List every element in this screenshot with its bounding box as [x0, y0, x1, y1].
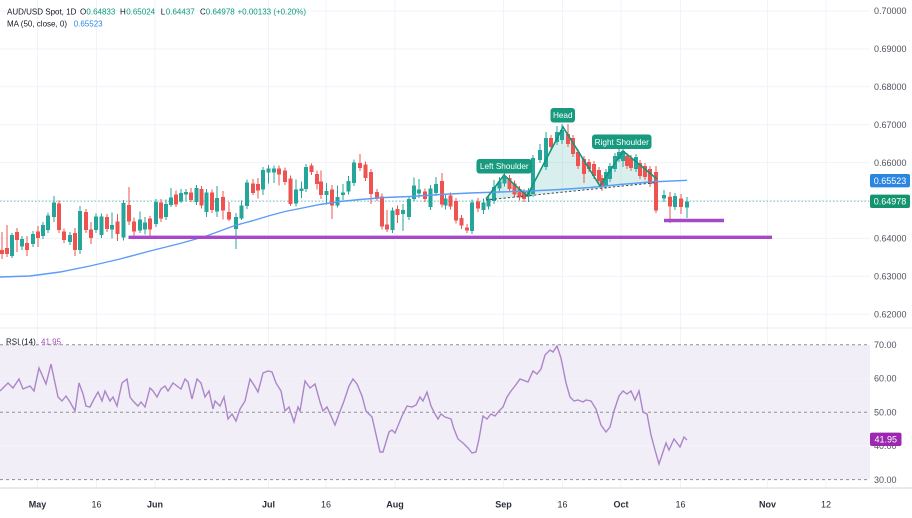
svg-text:30.00: 30.00 [874, 475, 897, 485]
svg-text:L: L [161, 8, 166, 17]
svg-text:0.64978: 0.64978 [206, 8, 235, 17]
svg-text:0.63000: 0.63000 [874, 272, 907, 282]
svg-text:Jun: Jun [147, 500, 163, 510]
svg-text:Sep: Sep [495, 500, 512, 510]
svg-text:C: C [200, 8, 206, 17]
svg-text:AUD/USD Spot, 1D: AUD/USD Spot, 1D [7, 8, 77, 17]
svg-text:+0.00133 (+0.20%): +0.00133 (+0.20%) [238, 8, 307, 17]
svg-text:0.68000: 0.68000 [874, 82, 907, 92]
svg-text:Oct: Oct [613, 500, 628, 510]
svg-text:Left Shoulder: Left Shoulder [480, 162, 529, 171]
svg-text:Nov: Nov [759, 500, 776, 510]
svg-text:70.00: 70.00 [874, 340, 897, 350]
svg-text:0.67000: 0.67000 [874, 120, 907, 130]
svg-text:0.65523: 0.65523 [874, 176, 907, 186]
svg-text:60.00: 60.00 [874, 374, 897, 384]
svg-text:Head: Head [553, 111, 573, 120]
svg-text:16: 16 [557, 500, 567, 510]
svg-text:40.00: 40.00 [874, 441, 897, 451]
svg-text:0.64000: 0.64000 [874, 234, 907, 244]
svg-text:0.65024: 0.65024 [126, 8, 155, 17]
svg-text:0.62000: 0.62000 [874, 309, 907, 319]
svg-text:0.70000: 0.70000 [874, 6, 907, 16]
svg-text:16: 16 [675, 500, 685, 510]
svg-text:0.65523: 0.65523 [74, 19, 103, 28]
svg-text:H: H [120, 8, 126, 17]
svg-text:Jul: Jul [262, 500, 275, 510]
svg-text:MA (50, close, 0): MA (50, close, 0) [7, 19, 67, 28]
svg-text:O: O [80, 8, 86, 17]
svg-text:0.64833: 0.64833 [86, 8, 115, 17]
svg-text:May: May [29, 500, 47, 510]
svg-text:0.64978: 0.64978 [874, 197, 907, 207]
svg-text:50.00: 50.00 [874, 407, 897, 417]
svg-text:Aug: Aug [386, 500, 404, 510]
svg-text:41.95: 41.95 [874, 435, 897, 445]
svg-text:16: 16 [91, 500, 101, 510]
svg-text:16: 16 [321, 500, 331, 510]
svg-text:0.66000: 0.66000 [874, 158, 907, 168]
svg-text:0.69000: 0.69000 [874, 44, 907, 54]
svg-text:0.64437: 0.64437 [166, 8, 195, 17]
svg-text:Right Shoulder: Right Shoulder [595, 138, 649, 147]
svg-text:12: 12 [821, 500, 831, 510]
svg-text:RSI (14): RSI (14) [6, 338, 36, 347]
svg-text:41.95: 41.95 [41, 338, 62, 347]
